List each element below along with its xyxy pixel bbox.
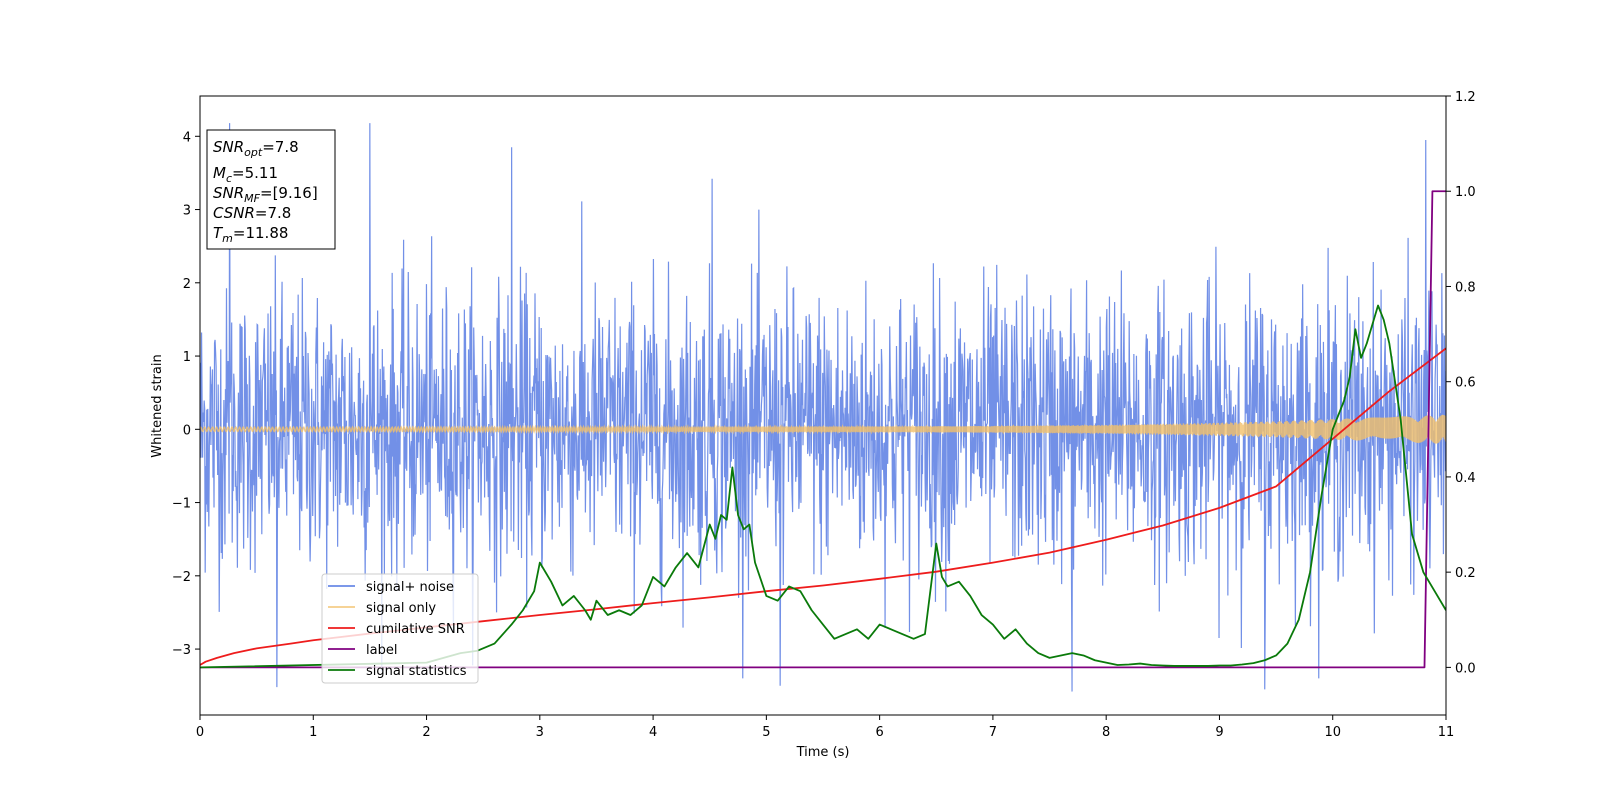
- x-axis-label: Time (s): [796, 745, 850, 760]
- series-layer: [200, 123, 1446, 692]
- legend-label: cumilative SNR: [366, 622, 465, 637]
- legend-item-cumilative-snr: cumilative SNR: [328, 622, 465, 637]
- y-tick-label-left: 4: [183, 130, 191, 145]
- info-box-frame: [206, 129, 336, 250]
- x-tick-label: 5: [762, 725, 770, 740]
- info-line: Mc=5.11: [213, 164, 278, 185]
- legend-frame: [321, 573, 479, 684]
- y-axis-label: Whitened strain: [150, 354, 165, 457]
- legend: signal+ noise signal only cumilative SNR la…: [321, 573, 479, 684]
- x-tick-label: 0: [196, 725, 204, 740]
- x-tick-label: 9: [1215, 725, 1223, 740]
- legend-label: signal+ noise: [366, 580, 454, 595]
- y-axis-left: −3 −2 −1 0 1 2 3 4: [172, 130, 200, 658]
- legend-label: signal statistics: [366, 664, 467, 679]
- y-tick-label-left: −2: [172, 570, 191, 585]
- x-tick-label: 4: [649, 725, 657, 740]
- info-line: SNRMF=[9.16]: [213, 184, 318, 205]
- y-tick-label-right: 0.6: [1455, 376, 1476, 391]
- y-tick-label-left: 0: [183, 423, 191, 438]
- series-signal-statistics: [200, 304, 1446, 669]
- info-line: Tm=11.88: [213, 224, 288, 245]
- x-tick-label: 8: [1102, 725, 1110, 740]
- series-signal-only: [200, 414, 1446, 444]
- legend-item-label: label: [328, 643, 397, 658]
- y-tick-label-right: 0.4: [1455, 471, 1476, 486]
- x-tick-label: 7: [989, 725, 997, 740]
- series-cumilative-snr: [200, 347, 1446, 666]
- x-tick-label: 2: [422, 725, 430, 740]
- y-tick-label-left: 2: [183, 277, 191, 292]
- y-tick-label-left: −1: [172, 497, 191, 512]
- y-tick-label-right: 1.0: [1455, 185, 1476, 200]
- y-tick-label-left: −3: [172, 643, 191, 658]
- x-tick-label: 1: [309, 725, 317, 740]
- y-tick-label-right: 0.8: [1455, 280, 1476, 295]
- x-axis: 0 1 2 3 4 5 6 7 8 9 10 11: [196, 715, 1454, 740]
- y-tick-label-right: 1.2: [1455, 90, 1476, 105]
- y-tick-label-right: 0.0: [1455, 661, 1476, 676]
- legend-item-signal-statistics: signal statistics: [328, 664, 467, 679]
- axes-frame: [199, 95, 1447, 716]
- info-line: SNRopt=7.8: [213, 138, 299, 159]
- legend-label: signal only: [366, 601, 436, 616]
- legend-item-signal-only: signal only: [328, 601, 436, 616]
- legend-item-signal-noise: signal+ noise: [328, 580, 454, 595]
- x-tick-label: 3: [536, 725, 544, 740]
- x-tick-label: 11: [1438, 725, 1455, 740]
- series-signal-noise: [200, 123, 1446, 692]
- x-tick-label: 6: [875, 725, 883, 740]
- series-label: [200, 190, 1446, 669]
- info-line: CSNR=7.8: [213, 204, 291, 222]
- y-tick-label-left: 3: [183, 204, 191, 219]
- y-tick-label-right: 0.2: [1455, 566, 1476, 581]
- y-tick-label-left: 1: [183, 350, 191, 365]
- legend-label: label: [366, 643, 397, 658]
- x-tick-label: 10: [1324, 725, 1341, 740]
- y-axis-right: 0.0 0.2 0.4 0.6 0.8 1.0 1.2: [1446, 90, 1476, 676]
